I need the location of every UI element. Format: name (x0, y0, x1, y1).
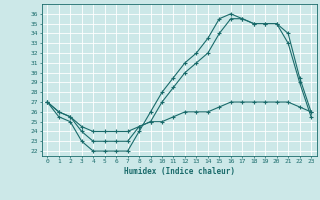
X-axis label: Humidex (Indice chaleur): Humidex (Indice chaleur) (124, 167, 235, 176)
